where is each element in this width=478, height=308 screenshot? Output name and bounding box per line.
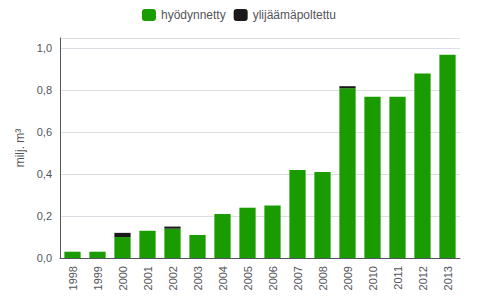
svg-text:ylijäämäpoltettu: ylijäämäpoltettu bbox=[253, 8, 336, 22]
svg-text:2007: 2007 bbox=[292, 266, 304, 290]
svg-text:0,0: 0,0 bbox=[37, 252, 52, 264]
svg-text:2005: 2005 bbox=[242, 266, 254, 290]
svg-text:2003: 2003 bbox=[192, 266, 204, 290]
svg-text:2001: 2001 bbox=[142, 266, 154, 290]
svg-text:2002: 2002 bbox=[167, 266, 179, 290]
svg-text:milj. m³: milj. m³ bbox=[13, 129, 27, 168]
svg-text:2008: 2008 bbox=[317, 266, 329, 290]
svg-text:2000: 2000 bbox=[117, 266, 129, 290]
svg-text:0,2: 0,2 bbox=[37, 210, 52, 222]
svg-text:2006: 2006 bbox=[267, 266, 279, 290]
svg-text:1998: 1998 bbox=[67, 266, 79, 290]
svg-text:1999: 1999 bbox=[92, 266, 104, 290]
svg-text:2011: 2011 bbox=[392, 266, 404, 290]
svg-text:0,8: 0,8 bbox=[37, 84, 52, 96]
svg-text:2009: 2009 bbox=[342, 266, 354, 290]
svg-text:2004: 2004 bbox=[217, 266, 229, 290]
svg-text:hyödynnetty: hyödynnetty bbox=[161, 8, 226, 22]
svg-text:2010: 2010 bbox=[367, 266, 379, 290]
svg-text:0,6: 0,6 bbox=[37, 126, 52, 138]
svg-text:2013: 2013 bbox=[442, 266, 454, 290]
svg-text:2012: 2012 bbox=[417, 266, 429, 290]
svg-text:0,4: 0,4 bbox=[37, 168, 52, 180]
svg-text:1,0: 1,0 bbox=[37, 42, 52, 54]
